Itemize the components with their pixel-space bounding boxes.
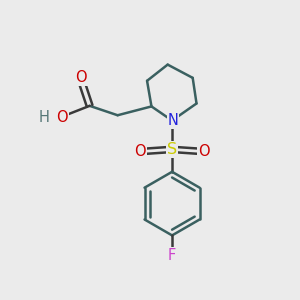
Text: S: S	[167, 142, 177, 157]
Text: F: F	[168, 248, 176, 262]
Text: O: O	[134, 144, 146, 159]
Text: N: N	[167, 113, 178, 128]
Text: O: O	[56, 110, 68, 124]
Text: O: O	[198, 144, 210, 159]
Text: O: O	[75, 70, 87, 86]
Text: H: H	[39, 110, 50, 124]
